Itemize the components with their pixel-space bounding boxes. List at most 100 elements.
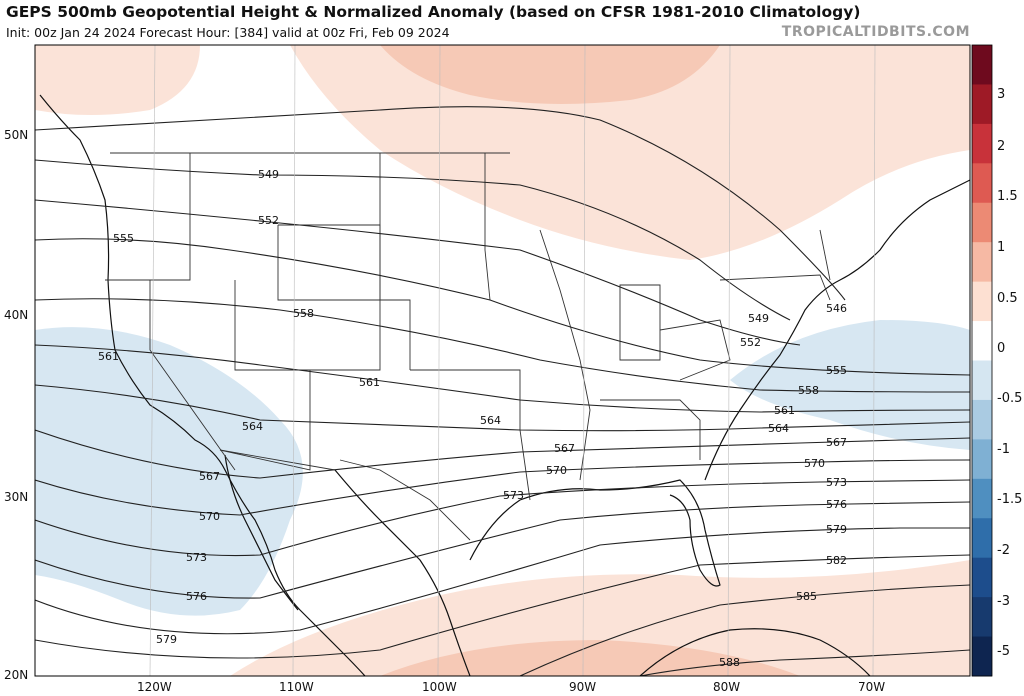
- contour-558: [35, 298, 970, 393]
- contour-549: [35, 159, 791, 321]
- contour-label-561: 561: [98, 350, 119, 363]
- contour-576: [35, 501, 970, 599]
- colorbar-segment: [972, 242, 992, 283]
- lon-label-120w: 120W: [137, 680, 172, 694]
- contour-label-561-east: 561: [774, 404, 795, 417]
- map-frame: [34, 44, 971, 677]
- contour-567: [35, 429, 970, 479]
- lon-label-70w: 70W: [858, 680, 886, 694]
- warm-anomaly-canada-west: [35, 45, 200, 115]
- contour-label-546: 546: [826, 302, 847, 315]
- contour-label-552: 552: [258, 214, 279, 227]
- contour-label-549: 549: [258, 168, 279, 181]
- contour-label-558: 558: [293, 307, 314, 320]
- contour-561: [35, 344, 970, 413]
- colorbar-segment: [972, 163, 992, 204]
- contour-label-570: 570: [199, 510, 220, 523]
- contour-label-576-east: 576: [826, 498, 847, 511]
- lon-label-90w: 90W: [569, 680, 597, 694]
- contour-label-555: 555: [113, 232, 134, 245]
- colorbar-label-neg-1: -1: [997, 442, 1010, 457]
- colorbar-label-3: 3: [997, 87, 1006, 102]
- lat-label-50n: 50N: [4, 128, 29, 142]
- colorbar-segment: [972, 597, 992, 638]
- contour-label-573: 573: [186, 551, 207, 564]
- contour-552: [35, 199, 801, 346]
- colorbar: [972, 45, 992, 677]
- contour-label-573-mid: 573: [503, 489, 524, 502]
- contour-label-549-east: 549: [748, 312, 769, 325]
- contour-label-558-east: 558: [798, 384, 819, 397]
- colorbar-label-1-5: 1.5: [997, 189, 1018, 204]
- contour-label-564-mid: 564: [480, 414, 501, 427]
- contour-label-555-east: 555: [826, 364, 847, 377]
- lat-label-40n: 40N: [4, 308, 29, 322]
- contour-546: [35, 106, 846, 301]
- contour-label-561-mid: 561: [359, 376, 380, 389]
- borders: [105, 152, 831, 541]
- warm-anomaly-south-core: [380, 640, 800, 676]
- contour-label-576: 576: [186, 590, 207, 603]
- colorbar-segment: [972, 399, 992, 440]
- contour-label-570-mid: 570: [546, 464, 567, 477]
- colorbar-segment: [972, 360, 992, 401]
- warm-anomaly-north: [290, 45, 970, 260]
- contour-label-564-east: 564: [768, 422, 789, 435]
- map-title: GEPS 500mb Geopotential Height & Normali…: [6, 3, 861, 21]
- contour-label-564: 564: [242, 420, 263, 433]
- contour-label-579-east: 579: [826, 523, 847, 536]
- contour-582: [35, 554, 970, 659]
- height-contours: [35, 106, 970, 676]
- contour-label-585: 585: [796, 590, 817, 603]
- colorbar-label-2: 2: [997, 139, 1006, 154]
- contour-label-570-east: 570: [804, 457, 825, 470]
- map-subtitle: Init: 00z Jan 24 2024 Forecast Hour: [38…: [6, 25, 450, 40]
- colorbar-label-neg-5: -5: [997, 644, 1010, 659]
- colorbar-label-neg-1-5: -1.5: [997, 492, 1023, 507]
- contour-585: [519, 584, 970, 676]
- contour-label-567: 567: [199, 470, 220, 483]
- colorbar-label-neg-0-5: -0.5: [997, 391, 1023, 406]
- contour-573: [35, 479, 970, 557]
- colorbar-segment: [972, 281, 992, 322]
- colorbar-segment: [972, 84, 992, 125]
- lon-label-100w: 100W: [422, 680, 457, 694]
- colorbar-segment: [972, 478, 992, 519]
- contour-570: [35, 459, 970, 516]
- colorbar-label-1: 1: [997, 240, 1006, 255]
- lon-label-110w: 110W: [279, 680, 314, 694]
- lat-label-30n: 30N: [4, 490, 29, 504]
- contour-label-567-east: 567: [826, 436, 847, 449]
- cool-anomaly-west: [35, 327, 303, 616]
- colorbar-frame: [971, 44, 993, 677]
- cool-anomaly-east: [730, 320, 970, 450]
- colorbar-segment: [972, 123, 992, 164]
- colorbar-label-neg-3: -3: [997, 594, 1010, 609]
- contour-label-588: 588: [719, 656, 740, 669]
- contour-label-552-east: 552: [740, 336, 761, 349]
- contour-label-group: 549 549 552 552 555 555 558 558 561 561 …: [98, 168, 847, 669]
- contour-579: [35, 527, 970, 635]
- colorbar-segment: [972, 636, 992, 677]
- contour-label-573-east: 573: [826, 476, 847, 489]
- colorbar-label-0: 0: [997, 341, 1006, 356]
- coastlines: [39, 94, 970, 676]
- warm-anomaly-south: [230, 560, 970, 676]
- colorbar-label-0-5: 0.5: [997, 291, 1018, 306]
- contour-label-579: 579: [156, 633, 177, 646]
- colorbar-segment: [972, 439, 992, 480]
- graticule: [149, 45, 876, 676]
- contour-564: [35, 384, 970, 432]
- colorbar-segment: [972, 45, 992, 85]
- colorbar-segment: [972, 518, 992, 559]
- colorbar-label-neg-2: -2: [997, 543, 1010, 558]
- colorbar-segment: [972, 321, 992, 361]
- contour-555: [35, 238, 970, 376]
- watermark: TROPICALTIDBITS.COM: [781, 24, 970, 40]
- contour-label-567-mid: 567: [554, 442, 575, 455]
- lat-label-20n: 20N: [4, 668, 29, 682]
- colorbar-segment: [972, 202, 992, 243]
- lon-label-80w: 80W: [713, 680, 741, 694]
- contour-label-582: 582: [826, 554, 847, 567]
